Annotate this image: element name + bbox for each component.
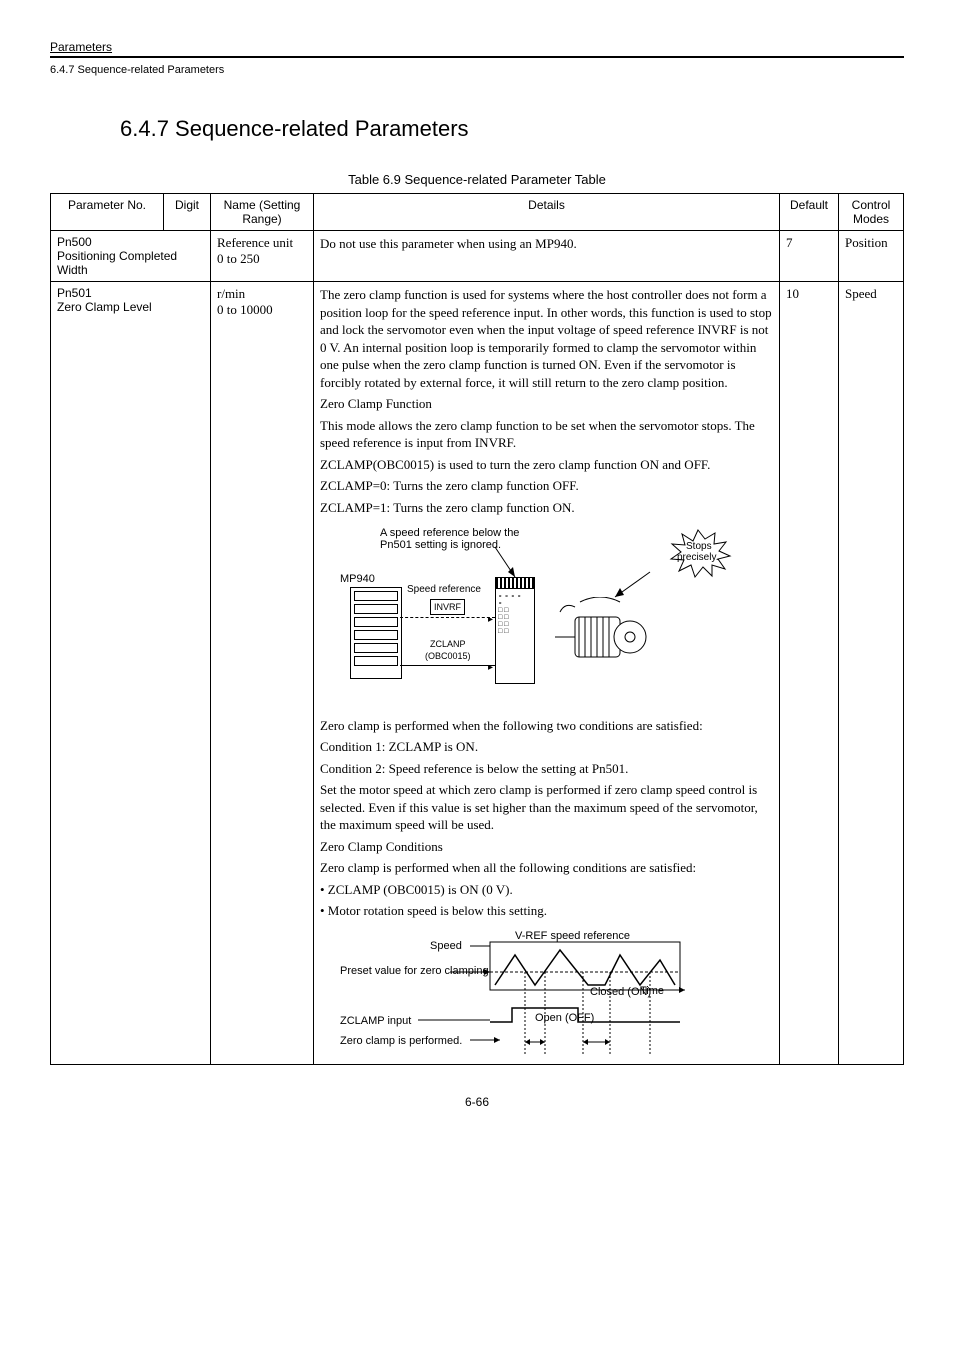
mp940-label: MP940 (340, 573, 375, 586)
parameter-table: Parameter No. Digit Name (Setting Range)… (50, 193, 904, 1065)
arrowhead-icon: ▸ (488, 661, 493, 675)
col-param-no: Parameter No. (51, 194, 164, 231)
timing-svg (340, 930, 700, 1060)
zclamp-arrow (400, 665, 495, 666)
invrf-arrow (400, 617, 495, 618)
motor-icon (545, 597, 655, 677)
running-header: Parameters (50, 40, 904, 54)
zclamp-label: ZCLANP (OBC0015) (422, 637, 474, 663)
section-title: 6.4.7 Sequence-related Parameters (120, 116, 904, 142)
table-header-row: Parameter No. Digit Name (Setting Range)… (51, 194, 904, 231)
cell-default: 10 (780, 282, 839, 1065)
details-p11: Zero Clamp Conditions (320, 838, 773, 856)
timing-diagram: Speed V-REF speed reference Preset value… (340, 930, 773, 1060)
col-details: Details (314, 194, 780, 231)
obc-text: (OBC0015) (425, 651, 471, 661)
details-p2: Zero Clamp Function (320, 395, 773, 413)
cell-details: The zero clamp function is used for syst… (314, 282, 780, 1065)
mp940-icon (350, 587, 402, 679)
details-p7: Zero clamp is performed when the followi… (320, 717, 773, 735)
details-p10: Set the motor speed at which zero clamp … (320, 781, 773, 834)
sub-header: 6.4.7 Sequence-related Parameters (50, 64, 904, 76)
precisely-label: precisely. (677, 552, 719, 564)
stops-bubble: Stops precisely. (653, 527, 743, 586)
block-diagram: A speed reference below the Pn501 settin… (340, 527, 773, 707)
cell-control: Position (839, 231, 904, 282)
details-p3: This mode allows the zero clamp function… (320, 417, 773, 452)
details-p14: • Motor rotation speed is below this set… (320, 902, 773, 920)
invrf-box: INVRF (430, 599, 465, 615)
diag1-caption2: Pn501 setting is ignored. (380, 539, 501, 552)
table-row: Pn501 Zero Clamp Level r/min 0 to 10000 … (51, 282, 904, 1065)
arrowhead-icon: ▸ (488, 613, 493, 627)
speedref-label: Speed reference (407, 584, 481, 596)
details-p5: ZCLAMP=0: Turns the zero clamp function … (320, 477, 773, 495)
table-row: Pn500 Positioning Completed Width Refere… (51, 231, 904, 282)
details-p6: ZCLAMP=1: Turns the zero clamp function … (320, 499, 773, 517)
details-p4: ZCLAMP(OBC0015) is used to turn the zero… (320, 456, 773, 474)
cell-control: Speed (839, 282, 904, 1065)
details-p8: Condition 1: ZCLAMP is ON. (320, 738, 773, 756)
cell-param: Pn501 Zero Clamp Level (51, 282, 211, 1065)
servo-drive-icon: ∘ ∘ ∘ ∘∘□ □□ □□ □□ □ (495, 577, 535, 684)
page-number: 6-66 (50, 1095, 904, 1109)
details-p9: Condition 2: Speed reference is below th… (320, 760, 773, 778)
table-caption: Table 6.9 Sequence-related Parameter Tab… (50, 172, 904, 187)
details-p12: Zero clamp is performed when all the fol… (320, 859, 773, 877)
details-p13: • ZCLAMP (OBC0015) is ON (0 V). (320, 881, 773, 899)
zclamp-text: ZCLANP (430, 639, 466, 649)
col-default: Default (780, 194, 839, 231)
cell-default: 7 (780, 231, 839, 282)
pointer-arrow-icon (610, 567, 660, 607)
cell-name: r/min 0 to 10000 (211, 282, 314, 1065)
col-name: Name (Setting Range) (211, 194, 314, 231)
cell-name: Reference unit 0 to 250 (211, 231, 314, 282)
pointer-arrow-icon (490, 542, 530, 587)
details-p1: The zero clamp function is used for syst… (320, 286, 773, 391)
col-control: Control Modes (839, 194, 904, 231)
cell-param: Pn500 Positioning Completed Width (51, 231, 211, 282)
header-rule (50, 56, 904, 58)
col-digit: Digit (164, 194, 211, 231)
cell-details: Do not use this parameter when using an … (314, 231, 780, 282)
